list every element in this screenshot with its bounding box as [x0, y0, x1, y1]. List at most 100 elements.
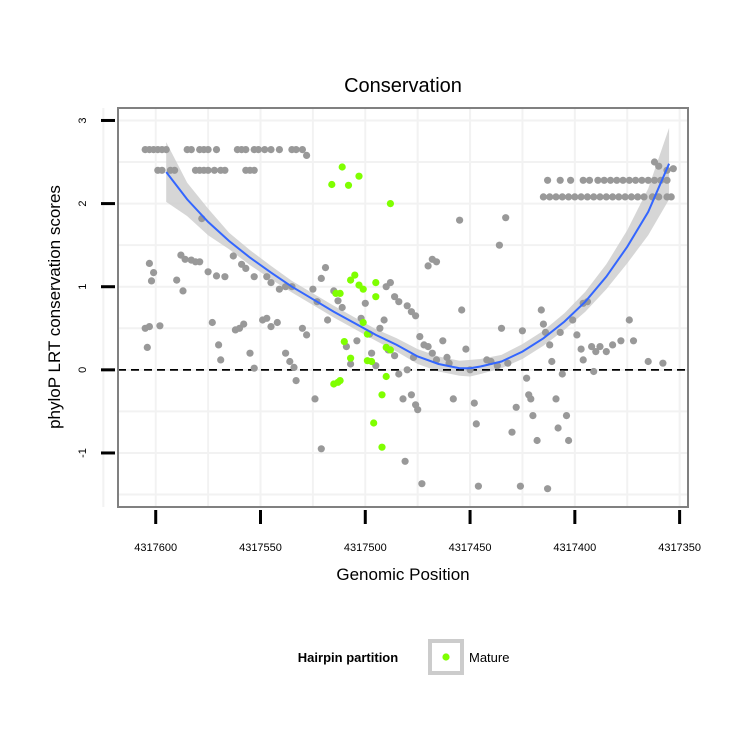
data-point-other — [546, 341, 554, 349]
data-point-other — [403, 302, 411, 310]
data-point-other — [171, 166, 179, 174]
data-point-other — [537, 306, 545, 314]
data-point-other — [242, 264, 250, 272]
data-point-mature — [372, 279, 380, 287]
data-point-other — [596, 343, 604, 351]
data-point-other — [638, 176, 646, 184]
data-point-other — [263, 314, 271, 322]
y-axis-ticks: -1 0 1 2 3 — [77, 117, 115, 458]
data-point-other — [544, 176, 552, 184]
data-point-other — [158, 166, 166, 174]
data-point-other — [221, 166, 229, 174]
data-point-other — [286, 357, 294, 366]
data-point-other — [250, 273, 258, 281]
data-point-mature — [382, 372, 390, 381]
data-point-other — [143, 343, 151, 351]
data-point-other — [221, 273, 229, 281]
data-point-other — [592, 348, 600, 356]
legend-title: Hairpin partition — [298, 650, 398, 665]
data-point-mature — [378, 443, 386, 451]
data-point-other — [298, 324, 306, 332]
data-point-other — [403, 366, 411, 374]
data-point-other — [254, 146, 262, 154]
data-point-other — [590, 367, 598, 376]
data-point-other — [474, 482, 482, 490]
data-point-other — [562, 412, 571, 420]
data-point-other — [407, 391, 415, 399]
legend: Hairpin partition Mature — [298, 639, 509, 675]
data-point-other — [577, 345, 585, 353]
data-point-other — [613, 176, 621, 184]
data-point-other — [401, 457, 409, 465]
data-point-other — [267, 146, 275, 154]
data-point-mature — [359, 285, 367, 293]
data-point-other — [208, 318, 216, 327]
data-point-other — [625, 316, 633, 324]
data-point-mature — [340, 338, 348, 346]
data-point-other — [210, 166, 218, 174]
legend-mature-label: Mature — [469, 650, 509, 665]
data-point-other — [552, 395, 560, 403]
data-point-other — [529, 412, 537, 420]
data-point-mature — [336, 289, 344, 297]
data-point-other — [644, 176, 652, 184]
data-point-other — [217, 356, 225, 364]
data-point-other — [558, 370, 566, 378]
data-point-other — [282, 349, 290, 357]
data-point-other — [655, 162, 663, 170]
x-tick-label: 4317450 — [449, 542, 492, 554]
data-point-other — [368, 349, 376, 357]
data-point-mature — [372, 293, 380, 301]
data-point-other — [412, 312, 420, 320]
data-point-other — [600, 176, 608, 184]
legend-mature-marker — [442, 653, 450, 661]
data-point-other — [147, 277, 156, 285]
data-point-other — [376, 324, 384, 332]
data-point-other — [527, 395, 535, 403]
data-point-other — [650, 176, 659, 184]
data-point-other — [418, 480, 426, 488]
data-point-other — [317, 274, 325, 282]
data-point-other — [625, 176, 633, 184]
data-point-other — [659, 359, 667, 367]
data-point-other — [412, 401, 420, 409]
data-point-other — [424, 343, 432, 351]
data-point-other — [571, 193, 579, 201]
data-point-mature — [386, 346, 394, 354]
data-point-other — [539, 193, 548, 201]
data-point-other — [290, 363, 298, 371]
data-point-other — [317, 445, 325, 453]
data-point-other — [470, 399, 478, 407]
data-point-other — [145, 259, 153, 267]
data-point-other — [187, 146, 195, 154]
data-point-other — [334, 297, 342, 305]
data-point-other — [353, 337, 361, 345]
data-point-other — [508, 428, 516, 436]
data-point-other — [629, 337, 638, 345]
data-point-other — [263, 273, 271, 281]
data-point-mature — [347, 276, 355, 284]
data-point-other — [458, 306, 466, 314]
data-point-other — [627, 193, 636, 201]
x-tick-label: 4317500 — [344, 542, 387, 554]
y-tick-label: 0 — [77, 367, 89, 373]
data-point-other — [443, 353, 451, 361]
data-point-other — [145, 323, 153, 331]
data-point-other — [456, 216, 464, 224]
data-point-other — [416, 333, 424, 341]
data-point-other — [669, 165, 677, 173]
data-point-other — [596, 193, 604, 201]
data-point-other — [196, 258, 204, 266]
data-point-other — [462, 345, 470, 353]
data-point-mature — [368, 357, 376, 366]
data-point-other — [215, 341, 223, 349]
data-point-other — [361, 299, 369, 307]
data-point-other — [150, 269, 158, 277]
y-tick-label: 1 — [77, 284, 89, 290]
data-point-other — [275, 285, 283, 293]
data-point-mature — [386, 200, 394, 208]
chart-title: Conservation — [344, 75, 462, 97]
points-mature — [328, 163, 394, 451]
data-point-other — [516, 482, 525, 490]
